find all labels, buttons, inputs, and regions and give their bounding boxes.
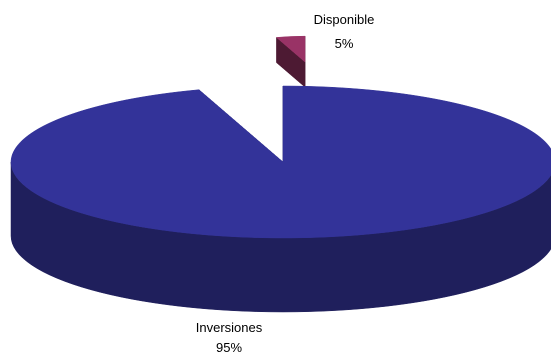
slice-label-disponible-value: 5% <box>335 36 354 51</box>
slice-label-inversiones-name: Inversiones <box>196 320 263 335</box>
slice-label-disponible-name: Disponible <box>314 12 375 27</box>
pie-slice-inversiones <box>10 85 551 239</box>
slice-label-inversiones-value: 95% <box>216 340 242 354</box>
pie-tops <box>10 35 551 239</box>
pie-slice-disponible <box>275 35 306 63</box>
